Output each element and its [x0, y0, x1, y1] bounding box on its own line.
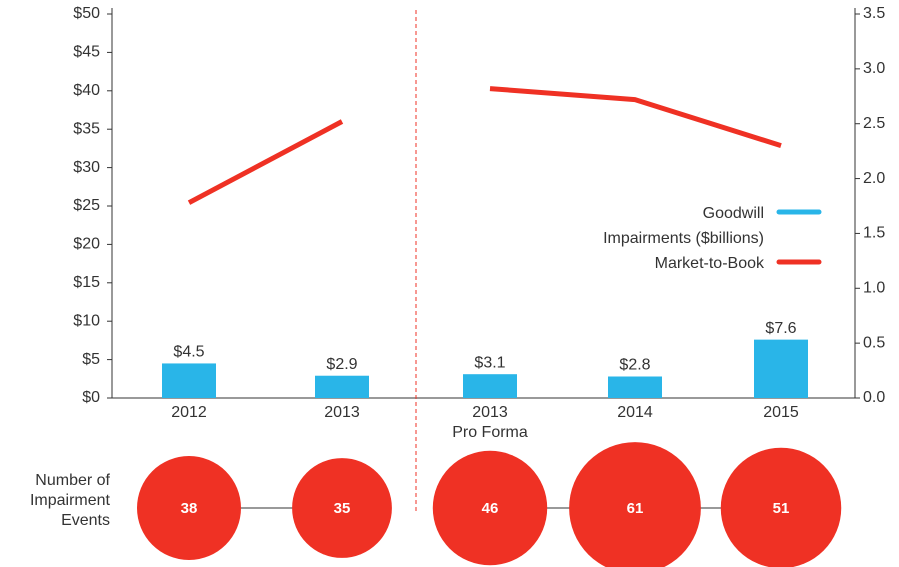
- bubble: [292, 458, 392, 558]
- legend-label: Market-to-Book: [654, 255, 764, 272]
- y2-tick-label: 2.0: [863, 170, 885, 187]
- bar: [315, 375, 369, 398]
- bar: [608, 376, 662, 398]
- bar: [162, 363, 216, 398]
- y-tick-label: $50: [73, 5, 100, 22]
- y-tick-label: $35: [73, 120, 100, 137]
- bubble-label: 51: [773, 500, 790, 517]
- y-tick-label: $20: [73, 236, 100, 253]
- bubble-label: 61: [627, 500, 644, 517]
- value-label: $2.9: [326, 356, 357, 373]
- line: [187, 119, 344, 205]
- bar: [754, 339, 808, 398]
- y-tick-label: $0: [82, 389, 100, 406]
- y-tick-label: $40: [73, 82, 100, 99]
- value-label: $2.8: [619, 357, 650, 374]
- y2-tick-label: 0.5: [863, 334, 885, 351]
- bubble-row-label: Number of Impairment Events: [29, 472, 110, 529]
- legend-label: Goodwill Impairments ($billions): [603, 205, 764, 247]
- y-tick-label: $45: [73, 44, 100, 61]
- y-tick-label: $10: [73, 312, 100, 329]
- value-label: $4.5: [173, 344, 204, 361]
- x-tick-label: 2013: [324, 404, 360, 421]
- y2-tick-label: 3.5: [863, 5, 885, 22]
- value-label: $3.1: [474, 354, 505, 371]
- line: [489, 86, 782, 149]
- y-tick-label: $25: [73, 197, 100, 214]
- x-tick-label: 2015: [763, 404, 799, 421]
- bubble: [137, 456, 241, 560]
- y2-tick-label: 0.0: [863, 389, 885, 406]
- bubble-label: 46: [482, 500, 499, 517]
- bubble-label: 38: [181, 500, 198, 517]
- x-tick-label: 2013 Pro Forma: [452, 404, 528, 441]
- y-tick-label: $15: [73, 274, 100, 291]
- bubble-label: 35: [334, 500, 351, 517]
- x-tick-label: 2012: [171, 404, 207, 421]
- bubble: [569, 442, 701, 567]
- bar: [463, 374, 517, 398]
- y2-tick-label: 1.5: [863, 225, 885, 242]
- bubble: [720, 447, 842, 567]
- y2-tick-label: 3.0: [863, 60, 885, 77]
- y2-tick-label: 1.0: [863, 280, 885, 297]
- y-tick-label: $5: [82, 351, 100, 368]
- value-label: $7.6: [765, 320, 796, 337]
- y-tick-label: $30: [73, 159, 100, 176]
- x-tick-label: 2014: [617, 404, 653, 421]
- y2-tick-label: 2.5: [863, 115, 885, 132]
- bubble: [432, 450, 548, 566]
